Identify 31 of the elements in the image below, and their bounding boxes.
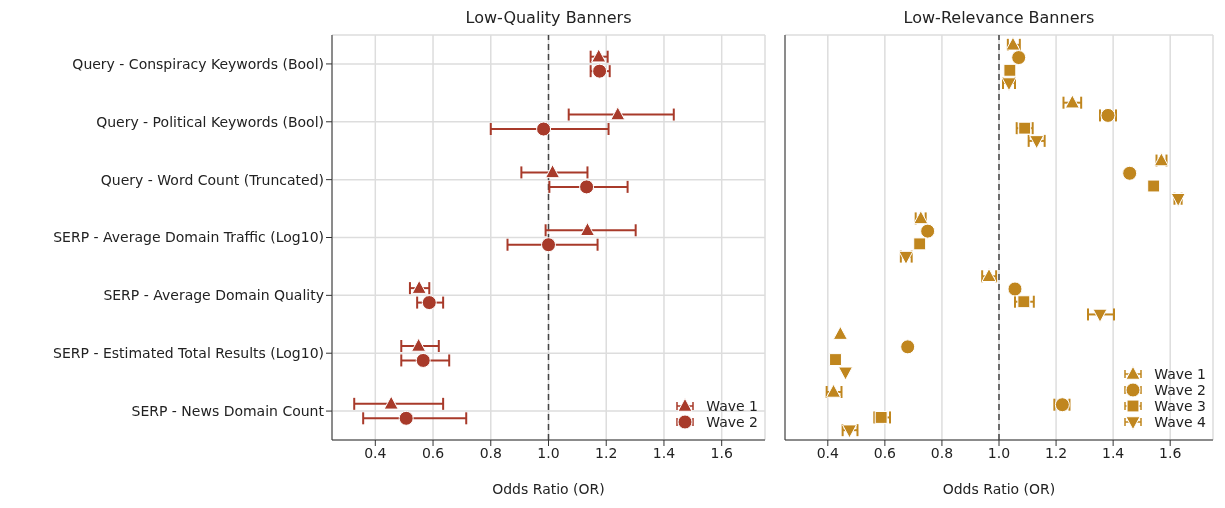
legend-label: Wave 3	[1154, 398, 1206, 414]
x-axis-title: Odds Ratio (OR)	[942, 481, 1056, 497]
x-tick-label: 1.4	[1102, 444, 1125, 461]
x-axis-title: Odds Ratio (OR)	[492, 481, 605, 497]
x-tick-label: 0.6	[421, 444, 445, 461]
x-tick-label: 1.0	[987, 444, 1011, 461]
y-tick-label: SERP - Average Domain Traffic (Log10)	[53, 229, 324, 246]
x-tick-label: 1.6	[710, 444, 733, 461]
legend-label: Wave 2	[706, 414, 758, 430]
x-tick-label: 0.8	[479, 444, 502, 461]
y-tick-label: SERP - Estimated Total Results (Log10)	[53, 345, 324, 362]
x-tick-label: 1.0	[537, 444, 560, 461]
x-tick-label: 0.4	[816, 444, 840, 461]
legend-label: Wave 2	[1154, 382, 1206, 398]
x-tick-label: 0.4	[364, 444, 387, 461]
x-tick-label: 0.8	[930, 444, 954, 461]
x-tick-label: 0.6	[873, 444, 897, 461]
y-tick-label: Query - Political Keywords (Bool)	[96, 113, 324, 130]
y-tick-label: SERP - News Domain Count	[131, 403, 325, 420]
x-tick-label: 1.4	[652, 444, 676, 461]
x-tick-label: 1.6	[1159, 444, 1182, 461]
y-tick-label: Query - Conspiracy Keywords (Bool)	[72, 55, 324, 72]
legend-label: Wave 1	[1154, 366, 1206, 382]
y-tick-label: SERP - Average Domain Quality	[103, 287, 324, 304]
chart-title: Low-Relevance Banners	[902, 8, 1096, 29]
x-tick-label: 1.2	[1044, 444, 1068, 461]
chart-title: Low-Quality Banners	[464, 8, 633, 29]
legend-label: Wave 1	[706, 398, 758, 414]
legend-label: Wave 4	[1154, 414, 1206, 430]
x-tick-label: 1.2	[595, 444, 618, 461]
y-tick-label: Query - Word Count (Truncated)	[100, 171, 324, 188]
